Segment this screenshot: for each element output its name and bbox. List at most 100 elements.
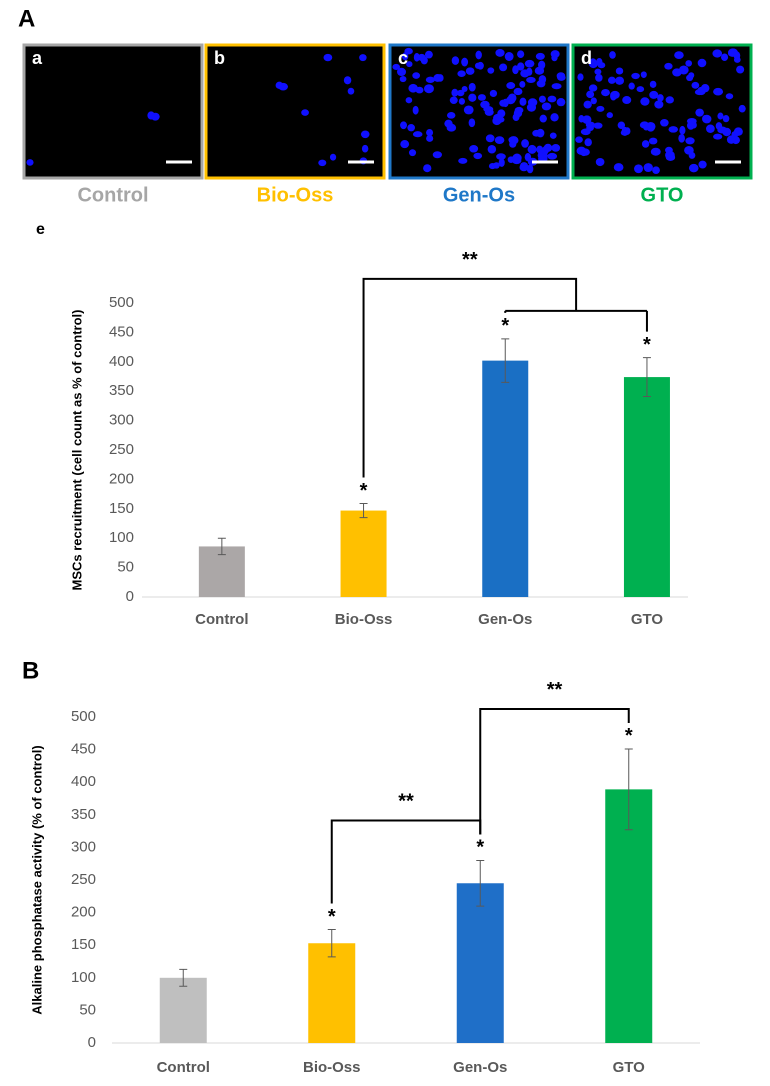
x-tick-label: Bio-Oss [335, 611, 393, 628]
cell-nucleus [584, 138, 592, 147]
cell-nucleus [508, 93, 517, 103]
x-tick-label: Bio-Oss [303, 1059, 361, 1076]
cell-nucleus [684, 146, 694, 155]
cell-nucleus [657, 94, 664, 102]
cell-nucleus [495, 49, 505, 57]
cell-nucleus [511, 157, 522, 165]
bracket [479, 707, 630, 835]
error-bar [501, 338, 510, 383]
significance-star: * [328, 906, 336, 928]
cell-nucleus [541, 102, 552, 111]
cell-nucleus [343, 76, 352, 85]
cell-nucleus [712, 49, 723, 58]
y-tick-label: 450 [109, 323, 134, 340]
bracket [362, 277, 578, 478]
bar [308, 943, 356, 1043]
cell-nucleus [678, 133, 685, 143]
cell-nucleus [597, 62, 606, 69]
cell-nucleus [636, 86, 645, 93]
cell-nucleus [624, 127, 631, 135]
y-tick-label: 150 [71, 936, 96, 953]
cell-nucleus [733, 127, 743, 136]
cell-nucleus [733, 51, 741, 60]
cell-nucleus [736, 65, 745, 74]
bracket-label: ** [398, 791, 414, 813]
significance-star: * [625, 725, 633, 747]
cell-nucleus [496, 116, 505, 123]
cell-nucleus [652, 166, 660, 175]
cell-nucleus [575, 136, 583, 143]
cell-nucleus [631, 72, 640, 80]
cell-nucleus [586, 90, 595, 99]
cell-nucleus [617, 121, 626, 130]
cell-nucleus [622, 96, 632, 105]
bar [340, 510, 387, 597]
error-bar [359, 503, 368, 519]
cell-nucleus [465, 67, 475, 75]
y-tick-label: 0 [88, 1034, 96, 1051]
error-bar [476, 859, 485, 907]
cell-nucleus [408, 83, 418, 93]
cell-nucleus [361, 144, 369, 153]
y-tick-label: 400 [109, 353, 134, 370]
cell-nucleus [399, 76, 407, 83]
cell-nucleus [457, 70, 466, 78]
bar [456, 883, 504, 1043]
cell-nucleus [664, 62, 673, 70]
cell-nucleus [640, 97, 650, 106]
cell-nucleus [551, 83, 562, 90]
cell-nucleus [668, 126, 679, 133]
cell-nucleus [556, 72, 566, 80]
cell-nucleus [512, 65, 519, 75]
cell-nucleus [697, 58, 707, 68]
cell-nucleus [589, 58, 597, 68]
cell-nucleus [426, 128, 434, 137]
bar [605, 789, 653, 1043]
cell-nucleus [722, 127, 732, 137]
cell-nucleus [519, 163, 529, 172]
cell-nucleus [513, 87, 523, 96]
cell-nucleus [615, 76, 625, 85]
cell-nucleus [517, 50, 525, 58]
cell-nucleus [639, 121, 650, 129]
cell-nucleus [578, 114, 585, 123]
panel-label: B [22, 657, 39, 684]
y-tick-label: 0 [126, 588, 134, 605]
cell-nucleus [536, 145, 544, 154]
micrograph-caption: Control [77, 184, 148, 206]
cell-nucleus [474, 62, 482, 69]
cell-nucleus [601, 88, 610, 97]
cell-nucleus [498, 158, 505, 167]
cell-nucleus [613, 163, 624, 172]
cell-nucleus [547, 152, 558, 160]
cell-nucleus [432, 151, 442, 159]
y-tick-label: 300 [109, 412, 134, 429]
y-tick-label: 100 [71, 969, 96, 986]
cell-nucleus [532, 129, 541, 137]
cell-nucleus [715, 122, 723, 130]
cell-nucleus [426, 135, 434, 142]
cell-nucleus [595, 157, 605, 167]
micrograph [22, 43, 204, 180]
y-tick-label: 200 [71, 904, 96, 921]
cell-nucleus [513, 109, 523, 118]
cell-nucleus [526, 76, 536, 84]
cell-nucleus [150, 112, 160, 121]
cell-nucleus [360, 130, 370, 139]
cell-nucleus [424, 84, 434, 94]
cell-nucleus [405, 97, 413, 104]
cell-nucleus [583, 100, 592, 109]
error-bar [217, 537, 226, 556]
cell-nucleus [615, 67, 624, 75]
cell-nucleus [496, 153, 506, 160]
cell-nucleus [726, 135, 736, 144]
cell-nucleus [536, 80, 546, 88]
y-tick-label: 500 [71, 708, 96, 725]
significance-star: * [476, 837, 484, 859]
cell-nucleus [643, 163, 653, 172]
cell-nucleus [527, 144, 537, 154]
cell-nucleus [468, 93, 477, 102]
cell-nucleus [318, 159, 327, 167]
cell-nucleus [463, 105, 474, 115]
